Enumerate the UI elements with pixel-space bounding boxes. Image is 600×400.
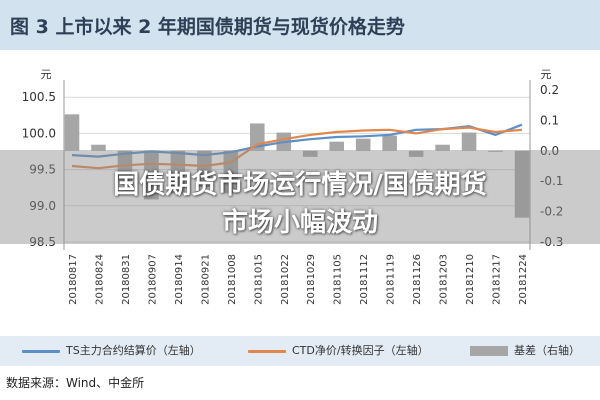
right-axis-tick-label: 0.1 [540, 113, 559, 127]
x-axis-tick-label: 20181126 [412, 254, 423, 305]
overlay-line-1: 国债期货市场运行情况/国债期货 [113, 170, 487, 200]
left-axis-tick-label: 98.5 [29, 235, 56, 249]
legend-swatch-basis [470, 346, 508, 356]
basis-bar [64, 114, 80, 151]
basis-bar [514, 150, 530, 218]
chart-plot: 98.5 99.0 99.5 100.0 100.5 -0.3 -0.2 -0.1 0.0 0.1… [22, 68, 564, 305]
legend-label-basis: 基差（右轴） [514, 344, 580, 357]
basis-bar [355, 138, 371, 151]
x-axis-tick-label: 20180914 [174, 254, 185, 305]
x-axis-tick-label: 20181217 [492, 254, 503, 305]
left-axis-tick-label: 100.0 [22, 126, 56, 140]
right-axis-tick-label: -0.1 [540, 174, 563, 188]
basis-bar [197, 150, 212, 188]
basis-bar [223, 150, 239, 194]
x-axis-tick-label: 20181119 [386, 254, 397, 305]
basis-bar [91, 144, 106, 151]
legend-label-ts: TS主力合约结算价（左轴） [66, 344, 201, 357]
legend-label-ctd: CTD净价/转换因子（左轴） [292, 344, 429, 357]
x-axis-tick-label: 20181210 [465, 254, 476, 305]
legend-swatch-ctd [248, 349, 286, 353]
x-axis-tick-label: 20181022 [280, 254, 291, 305]
legend-item-ts: TS主力合约结算价（左轴） [22, 343, 201, 359]
basis-bar [302, 150, 318, 157]
left-axis-tick-label: 100.5 [22, 90, 56, 104]
overlay-line-2: 市场小幅波动 [221, 208, 378, 238]
right-axis-unit: 元 [541, 68, 552, 81]
left-axis-tick-label: 99.0 [29, 199, 56, 213]
x-axis-tick-label: 20181112 [359, 254, 370, 305]
x-axis-tick-label: 20180817 [68, 254, 79, 305]
right-axis-tick-label: 0.2 [540, 83, 559, 97]
x-axis-tick-label: 20180921 [200, 254, 211, 305]
ctd-series-line [71, 126, 523, 170]
overlay-banner: 国债期货市场运行情况/国债期货 市场小幅波动 [0, 150, 600, 244]
basis-bar [488, 150, 503, 152]
right-axis-tick-label: -0.3 [540, 235, 563, 249]
x-axis-tick-label: 20181015 [253, 254, 264, 305]
x-axis-tick-label: 20181203 [439, 254, 450, 305]
x-axis-tick-label: 20181105 [333, 254, 344, 305]
x-axis-tick-label: 20180907 [147, 254, 158, 305]
left-axis-unit: 元 [41, 68, 52, 81]
chart-title: 图 3 上市以来 2 年期国债期货与现货价格走势 [10, 16, 405, 38]
x-axis-tick-label: 20181008 [227, 254, 238, 305]
basis-bar [170, 150, 186, 194]
chart-title-bar: 图 3 上市以来 2 年期国债期货与现货价格走势 [0, 0, 600, 50]
right-axis-tick-label: -0.2 [540, 205, 563, 219]
right-axis-tick-label: 0.0 [540, 144, 559, 158]
x-axis-tick-label: 20180824 [94, 254, 105, 305]
legend-swatch-ts [22, 349, 60, 353]
basis-bar [329, 141, 344, 151]
x-axis-tick-label: 20180831 [121, 254, 132, 305]
legend-item-basis: 基差（右轴） [470, 343, 580, 359]
basis-bar [382, 135, 397, 151]
basis-bar [461, 132, 477, 151]
chart-legend: TS主力合约结算价（左轴） CTD净价/转换因子（左轴） 基差（右轴） [0, 336, 600, 366]
left-axis-tick-label: 99.5 [29, 163, 56, 177]
basis-bar [435, 144, 450, 151]
x-axis-tick-label: 20181029 [306, 254, 317, 305]
basis-bar [408, 150, 424, 157]
data-source: 数据来源：Wind、中金所 [6, 376, 145, 390]
legend-item-ctd: CTD净价/转换因子（左轴） [248, 343, 429, 359]
x-axis-tick-label: 20181224 [518, 254, 529, 305]
